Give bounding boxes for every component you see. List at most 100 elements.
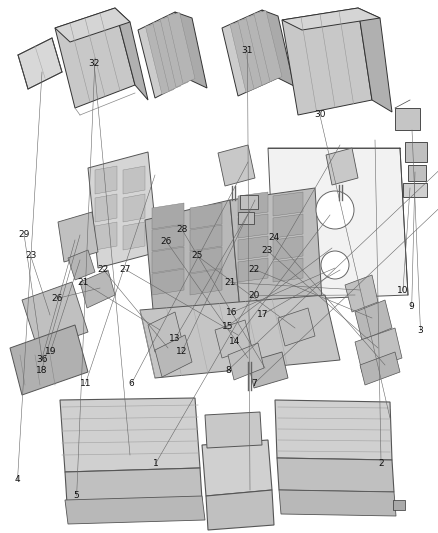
Text: 24: 24: [268, 233, 279, 241]
Text: 11: 11: [80, 379, 91, 388]
Polygon shape: [355, 300, 392, 340]
Polygon shape: [65, 468, 202, 504]
Ellipse shape: [321, 251, 349, 279]
Text: 29: 29: [18, 230, 30, 239]
Polygon shape: [138, 12, 190, 98]
Text: 14: 14: [229, 337, 240, 345]
Polygon shape: [215, 320, 252, 358]
Polygon shape: [238, 18, 266, 89]
Text: 23: 23: [261, 246, 273, 255]
Polygon shape: [190, 203, 222, 229]
Text: 9: 9: [409, 302, 415, 311]
Polygon shape: [277, 458, 394, 492]
Polygon shape: [152, 269, 184, 295]
Polygon shape: [65, 496, 205, 524]
Polygon shape: [190, 247, 222, 273]
Polygon shape: [218, 145, 255, 186]
Polygon shape: [273, 214, 303, 238]
Polygon shape: [80, 270, 115, 308]
Polygon shape: [152, 225, 184, 251]
Text: 25: 25: [191, 252, 203, 260]
Polygon shape: [123, 222, 145, 250]
Text: 23: 23: [25, 252, 36, 260]
Text: 31: 31: [242, 46, 253, 55]
Text: 19: 19: [45, 348, 56, 356]
Polygon shape: [230, 21, 258, 92]
Text: 12: 12: [176, 348, 187, 356]
Text: 4: 4: [15, 475, 20, 484]
Text: 22: 22: [248, 265, 260, 273]
Polygon shape: [95, 166, 117, 194]
Text: 7: 7: [251, 379, 257, 388]
Polygon shape: [145, 23, 174, 94]
Text: 15: 15: [222, 322, 233, 330]
Polygon shape: [58, 212, 98, 262]
Text: 30: 30: [314, 110, 325, 119]
Polygon shape: [175, 12, 207, 88]
Text: 28: 28: [176, 225, 187, 233]
Polygon shape: [95, 194, 117, 222]
Polygon shape: [22, 282, 88, 350]
Polygon shape: [68, 250, 95, 280]
Polygon shape: [190, 269, 222, 295]
Bar: [408, 165, 426, 181]
Text: 6: 6: [128, 379, 134, 388]
Polygon shape: [238, 236, 268, 260]
Polygon shape: [230, 188, 322, 310]
Polygon shape: [254, 11, 282, 82]
Bar: [393, 500, 405, 510]
Polygon shape: [360, 352, 400, 385]
Text: 18: 18: [36, 366, 47, 375]
Polygon shape: [206, 490, 274, 530]
Text: 21: 21: [78, 278, 89, 287]
Text: 10: 10: [397, 286, 409, 295]
Polygon shape: [152, 203, 184, 229]
Polygon shape: [355, 328, 402, 372]
Polygon shape: [222, 10, 278, 96]
Bar: [405, 142, 427, 162]
Polygon shape: [190, 225, 222, 251]
Polygon shape: [268, 148, 408, 300]
Text: 17: 17: [257, 310, 268, 319]
Polygon shape: [95, 222, 117, 250]
Bar: [403, 183, 427, 197]
Polygon shape: [115, 8, 148, 100]
Polygon shape: [326, 148, 358, 185]
Bar: [240, 195, 258, 209]
Polygon shape: [10, 325, 88, 395]
Text: 32: 32: [88, 60, 100, 68]
Ellipse shape: [316, 191, 354, 229]
Bar: [238, 212, 254, 224]
Polygon shape: [145, 200, 240, 332]
Polygon shape: [238, 192, 268, 216]
Polygon shape: [60, 398, 200, 472]
Polygon shape: [202, 440, 272, 496]
Text: 8: 8: [225, 366, 231, 375]
Polygon shape: [248, 352, 288, 388]
Polygon shape: [55, 8, 135, 108]
Polygon shape: [273, 236, 303, 260]
Polygon shape: [278, 308, 315, 346]
Text: 27: 27: [119, 265, 131, 273]
Text: 20: 20: [248, 292, 260, 300]
Polygon shape: [205, 412, 262, 448]
Polygon shape: [358, 8, 392, 112]
Polygon shape: [155, 335, 192, 377]
Polygon shape: [282, 8, 372, 115]
Polygon shape: [153, 20, 181, 91]
Text: 13: 13: [170, 334, 181, 343]
Polygon shape: [123, 166, 145, 194]
Bar: [395, 108, 420, 130]
Polygon shape: [279, 490, 396, 516]
Text: 26: 26: [51, 294, 63, 303]
Polygon shape: [238, 258, 268, 282]
Polygon shape: [160, 16, 188, 87]
Text: 5: 5: [74, 491, 80, 500]
Polygon shape: [140, 295, 340, 378]
Polygon shape: [273, 258, 303, 282]
Polygon shape: [123, 194, 145, 222]
Polygon shape: [282, 8, 380, 30]
Polygon shape: [18, 38, 62, 89]
Polygon shape: [88, 152, 158, 268]
Text: 21: 21: [224, 278, 236, 287]
